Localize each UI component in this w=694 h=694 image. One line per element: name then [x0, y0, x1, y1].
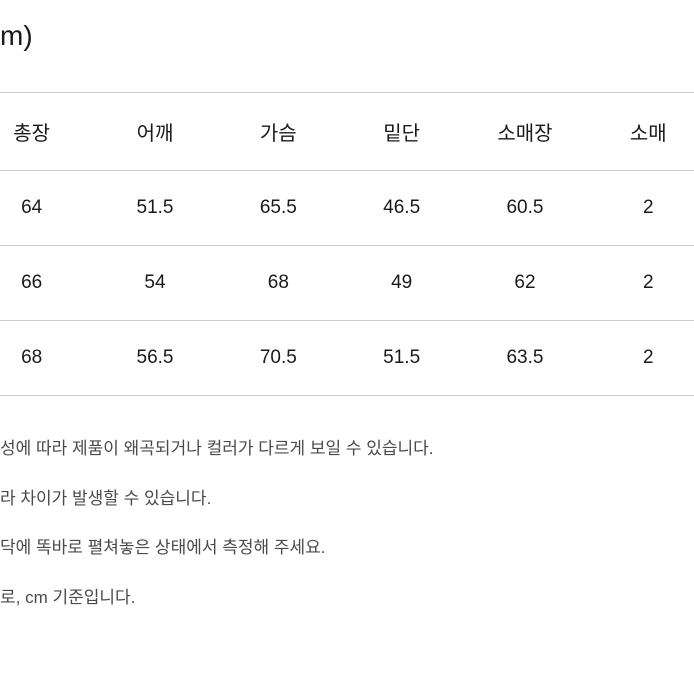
note-text: 라 차이가 발생할 수 있습니다. — [0, 486, 694, 512]
table-cell: 2 — [587, 321, 694, 396]
note-text: 성에 따라 제품이 왜곡되거나 컬러가 다르게 보일 수 있습니다. — [0, 436, 694, 462]
table-cell: 51.5 — [93, 171, 216, 246]
table-cell: 54 — [93, 246, 216, 321]
column-header: 소매 — [587, 93, 694, 171]
table-row: 66 54 68 49 62 2 — [0, 246, 694, 321]
table-cell: 46.5 — [340, 171, 463, 246]
table-cell: 68 — [217, 246, 340, 321]
table-cell: 49 — [340, 246, 463, 321]
column-header: 어깨 — [93, 93, 216, 171]
size-chart-container: m) 총장 어깨 가슴 밑단 소매장 소매 64 51.5 65.5 46.5 … — [0, 0, 694, 610]
notes-section: 성에 따라 제품이 왜곡되거나 컬러가 다르게 보일 수 있습니다. 라 차이가… — [0, 436, 694, 610]
page-title: m) — [0, 20, 694, 52]
table-cell: 64 — [0, 171, 93, 246]
table-cell: 51.5 — [340, 321, 463, 396]
table-cell: 60.5 — [463, 171, 586, 246]
column-header: 소매장 — [463, 93, 586, 171]
table-cell: 2 — [587, 171, 694, 246]
note-text: 로, cm 기준입니다. — [0, 585, 694, 611]
table-cell: 70.5 — [217, 321, 340, 396]
column-header: 밑단 — [340, 93, 463, 171]
column-header: 가슴 — [217, 93, 340, 171]
table-cell: 62 — [463, 246, 586, 321]
table-cell: 2 — [587, 246, 694, 321]
size-table: 총장 어깨 가슴 밑단 소매장 소매 64 51.5 65.5 46.5 60.… — [0, 92, 694, 396]
table-cell: 63.5 — [463, 321, 586, 396]
table-cell: 56.5 — [93, 321, 216, 396]
table-cell: 66 — [0, 246, 93, 321]
table-header-row: 총장 어깨 가슴 밑단 소매장 소매 — [0, 93, 694, 171]
note-text: 닥에 똑바로 펼쳐놓은 상태에서 측정해 주세요. — [0, 535, 694, 561]
table-cell: 68 — [0, 321, 93, 396]
table-row: 64 51.5 65.5 46.5 60.5 2 — [0, 171, 694, 246]
table-row: 68 56.5 70.5 51.5 63.5 2 — [0, 321, 694, 396]
table-cell: 65.5 — [217, 171, 340, 246]
column-header: 총장 — [0, 93, 93, 171]
